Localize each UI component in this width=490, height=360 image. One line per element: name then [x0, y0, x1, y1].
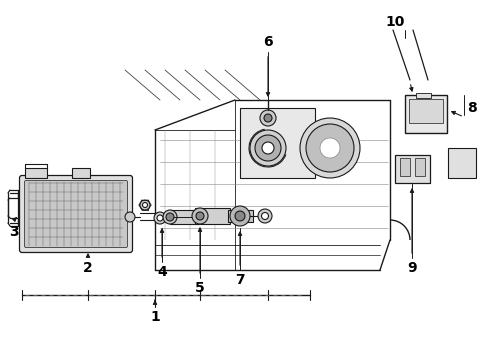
Text: 8: 8 [467, 101, 477, 115]
Text: 3: 3 [9, 225, 19, 239]
Circle shape [157, 215, 163, 221]
Bar [240, 108, 315, 178]
Circle shape [320, 138, 340, 158]
Bar [195, 208, 230, 224]
Bar [25, 168, 47, 178]
Circle shape [166, 213, 174, 221]
FancyBboxPatch shape [24, 180, 127, 248]
Circle shape [264, 114, 272, 122]
Circle shape [255, 135, 281, 161]
Bar [416, 93, 431, 98]
Text: 2: 2 [83, 261, 93, 275]
Circle shape [143, 202, 147, 207]
Bar [170, 210, 198, 224]
Circle shape [140, 200, 150, 210]
Circle shape [192, 208, 208, 224]
Text: 7: 7 [235, 273, 245, 287]
Circle shape [235, 211, 245, 221]
Circle shape [306, 124, 354, 172]
FancyBboxPatch shape [20, 176, 132, 252]
Bar [448, 148, 476, 178]
Circle shape [262, 142, 274, 154]
Circle shape [258, 209, 272, 223]
Circle shape [260, 110, 276, 126]
Circle shape [300, 118, 360, 178]
Circle shape [262, 212, 269, 220]
Text: 4: 4 [157, 265, 167, 279]
Bar [395, 155, 430, 183]
Circle shape [125, 212, 135, 222]
Bar [400, 158, 410, 176]
Text: 10: 10 [385, 15, 405, 29]
Circle shape [196, 212, 204, 220]
Text: 6: 6 [263, 35, 273, 49]
Text: 1: 1 [150, 310, 160, 324]
Circle shape [230, 206, 250, 226]
Circle shape [250, 130, 286, 166]
Text: 5: 5 [195, 281, 205, 295]
Circle shape [154, 212, 166, 224]
Circle shape [163, 210, 177, 224]
Bar [72, 168, 90, 178]
Bar [228, 210, 253, 222]
Bar [415, 158, 425, 176]
Text: 9: 9 [407, 261, 417, 275]
Bar [409, 99, 443, 123]
Bar [405, 95, 447, 133]
